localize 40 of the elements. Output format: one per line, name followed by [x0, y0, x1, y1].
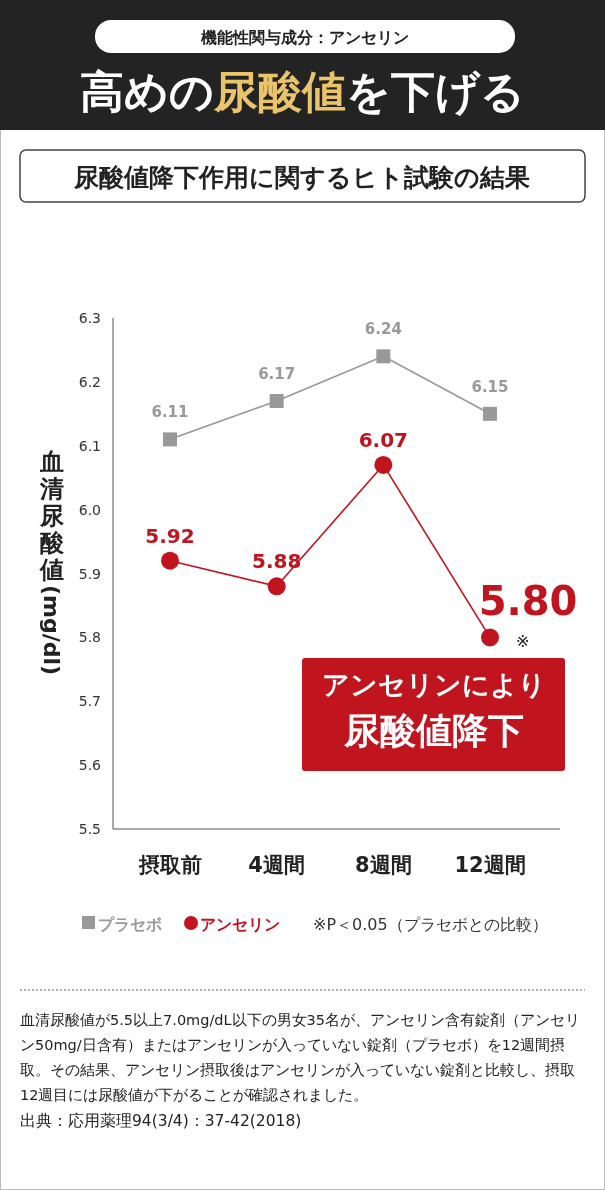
y-tick-label: 6.0: [78, 501, 101, 518]
text: 血清尿酸値が5.5以上7.0mg/dL以下の男女35名が、アンセリン含有錠剤（アンセリン50mg/日含有）またはアンセリンが入っていない錠剤（プラセボ）を12週間摂取。その結果、アンセリン摂取後はアンセリンが入っていない錠剤と比較し、摂取12週目には尿酸値が下がることが確認されました。: [20, 1011, 582, 1105]
point: [374, 455, 393, 474]
chart-title: 高めの尿酸値を下げる: [79, 66, 525, 117]
x-tick-label: 4週間: [248, 853, 305, 877]
data-label: 5.80: [478, 578, 578, 625]
data-label: 6.17: [258, 365, 296, 384]
x-tick-label: 8週間: [355, 853, 412, 877]
y-axis-title: 血清尿酸値(mg/dl): [39, 448, 65, 676]
point: [376, 349, 391, 364]
data-label: 5.92: [145, 523, 195, 548]
data-label: 6.15: [471, 377, 509, 396]
legend-label: アンセリン: [200, 915, 280, 934]
y-tick-label: 5.7: [78, 693, 101, 710]
source-note: 出典：応用薬理94(3/4)：37-42(2018): [20, 1112, 302, 1130]
point: [481, 628, 499, 647]
point: [483, 406, 497, 421]
point: [267, 577, 286, 596]
y-tick-label: 5.6: [78, 757, 102, 774]
text: ※P＜0.05（プラセボとの比較）: [313, 915, 548, 934]
y-tick-label: 5.5: [78, 821, 101, 837]
annotation: アンセリンにより尿酸値降下: [320, 668, 547, 753]
annotation: ※: [516, 632, 530, 652]
data-label: 5.88: [251, 549, 302, 574]
x-tick-label: 摂取前: [137, 853, 202, 877]
data-label: 6.24: [364, 320, 402, 339]
x-tick-label: 12週間: [454, 853, 526, 877]
y-tick-label: 6.3: [78, 310, 101, 326]
y-tick-label: 5.9: [78, 565, 101, 582]
data-label: 6.11: [151, 403, 189, 422]
point: [269, 394, 284, 409]
y-tick-label: 6.1: [78, 437, 101, 454]
y-tick-label: 6.2: [78, 373, 101, 390]
legend-label: プラセボ: [98, 915, 162, 934]
y-tick-label: 5.8: [78, 629, 101, 646]
data-label: 6.07: [358, 427, 409, 452]
point: [163, 432, 177, 447]
chart-subtitle: 尿酸値降下作用に関するヒト試験の結果: [73, 163, 530, 192]
point: [161, 551, 179, 570]
text: 機能性関与成分：アンセリン: [200, 28, 409, 47]
